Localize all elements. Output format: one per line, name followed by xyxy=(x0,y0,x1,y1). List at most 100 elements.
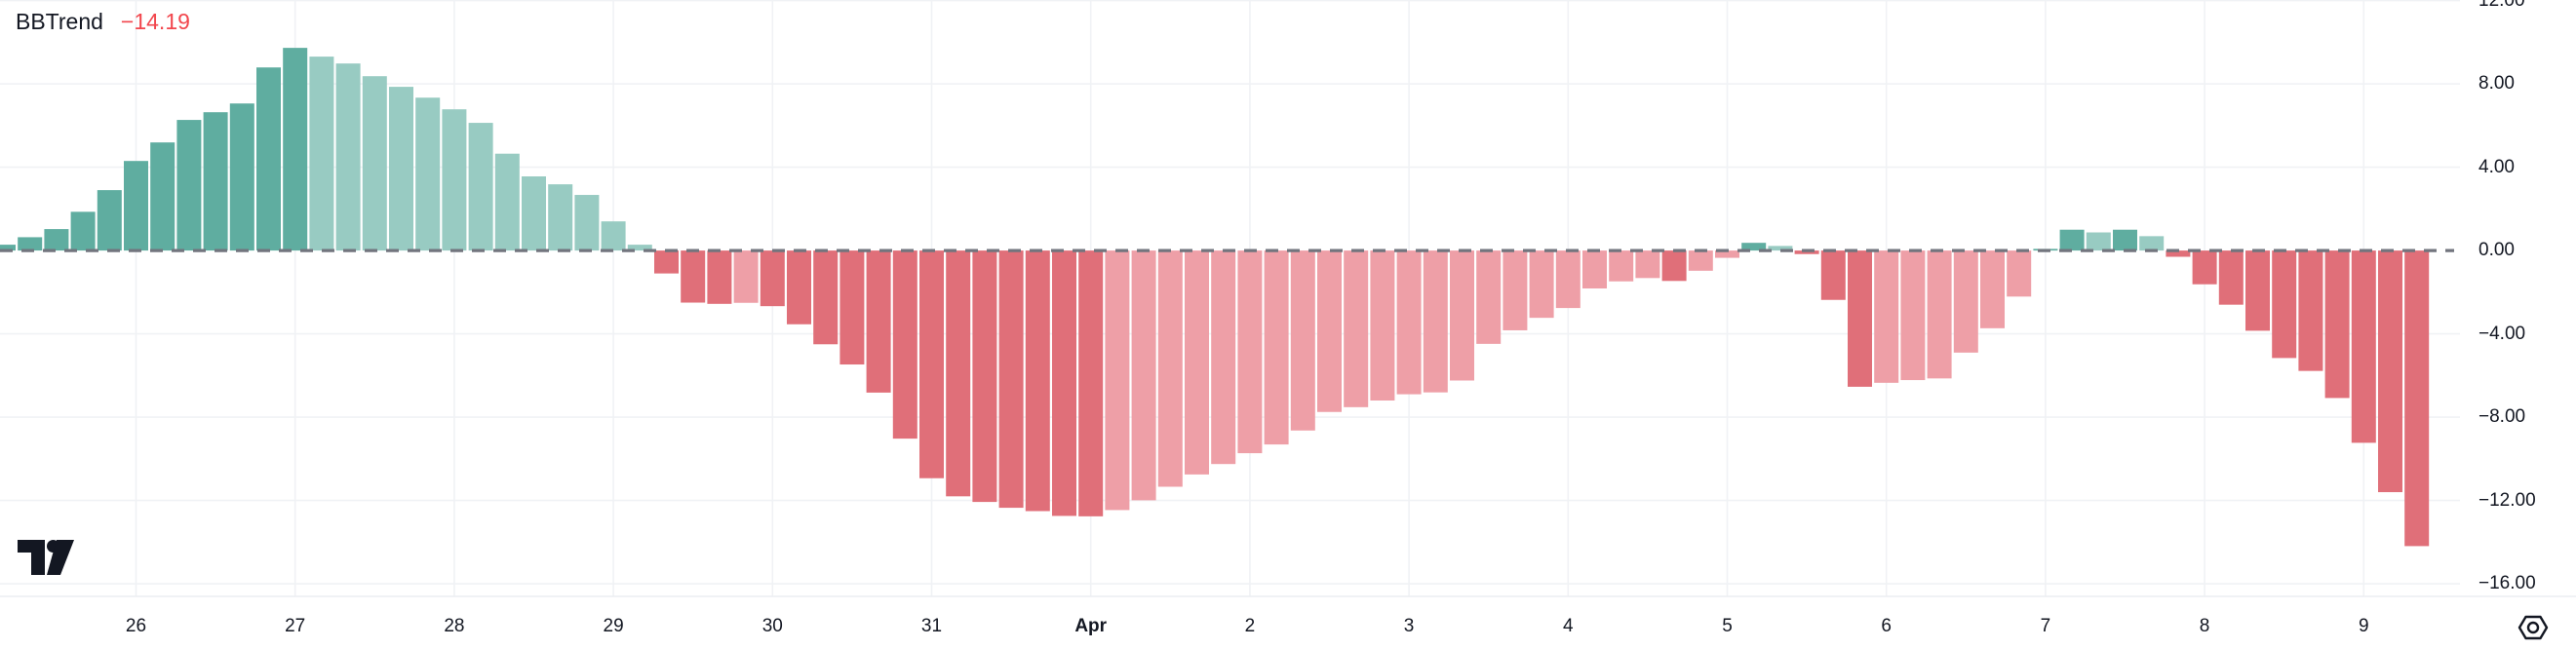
bar xyxy=(1131,250,1156,501)
bar xyxy=(548,184,573,251)
indicator-value: −14.19 xyxy=(120,9,190,34)
bar xyxy=(681,250,706,303)
x-axis-label: 27 xyxy=(285,616,306,636)
bar xyxy=(839,250,865,365)
bar xyxy=(946,250,971,497)
settings-icon[interactable] xyxy=(2517,612,2550,643)
bar xyxy=(1874,250,1899,383)
bar xyxy=(1741,243,1767,251)
bar xyxy=(760,250,785,307)
bar xyxy=(2245,250,2270,331)
bar xyxy=(972,250,997,503)
bar xyxy=(1715,250,1739,258)
bar xyxy=(494,153,520,251)
x-axis-label: 30 xyxy=(761,616,783,636)
bar xyxy=(813,250,839,345)
bar xyxy=(150,142,176,251)
bar xyxy=(919,250,944,478)
bar xyxy=(1370,250,1395,401)
x-axis-label: 5 xyxy=(1722,616,1733,636)
bar xyxy=(0,245,16,251)
bar xyxy=(2059,229,2085,251)
bar xyxy=(1185,250,1209,475)
x-axis-label: 29 xyxy=(603,616,624,636)
bar xyxy=(335,63,361,251)
bar xyxy=(866,250,891,393)
logo-bar xyxy=(18,540,45,575)
bar xyxy=(998,250,1024,509)
bar xyxy=(1264,250,1289,445)
bar xyxy=(574,195,600,251)
bar xyxy=(1953,250,1978,353)
bar xyxy=(1688,250,1713,271)
bar xyxy=(1661,250,1687,282)
bar xyxy=(389,87,413,251)
x-axis-label: 2 xyxy=(1244,616,1256,636)
bar xyxy=(176,120,202,251)
bar xyxy=(97,190,122,251)
tradingview-logo[interactable] xyxy=(18,540,74,575)
x-axis-label: 26 xyxy=(125,616,147,636)
bar xyxy=(2298,250,2323,371)
x-axis-label: 4 xyxy=(1563,616,1574,636)
x-axis-label: Apr xyxy=(1074,616,1108,636)
bar xyxy=(1157,250,1183,487)
x-axis-label: 8 xyxy=(2199,616,2210,636)
bar xyxy=(654,250,679,274)
logo-slash xyxy=(47,540,74,575)
bar xyxy=(2378,250,2402,493)
bar xyxy=(1052,250,1076,516)
bar xyxy=(2272,250,2297,359)
bar xyxy=(2192,250,2217,285)
bar xyxy=(1768,246,1793,251)
bar xyxy=(1635,250,1660,279)
bar xyxy=(1900,250,1926,381)
bar xyxy=(229,103,254,251)
x-axis-label: 28 xyxy=(444,616,465,636)
bar xyxy=(2166,250,2191,257)
x-axis-label: 9 xyxy=(2359,616,2369,636)
bar xyxy=(522,176,546,251)
bar xyxy=(124,161,148,251)
bar xyxy=(256,67,281,251)
y-axis-label: 12.00 xyxy=(2478,0,2525,11)
bar xyxy=(1078,250,1104,516)
bar xyxy=(1555,250,1581,309)
settings-circle xyxy=(2526,621,2540,634)
bar xyxy=(892,250,917,439)
bar xyxy=(1237,250,1263,454)
bar xyxy=(627,245,652,251)
y-axis-label: −8.00 xyxy=(2478,406,2526,428)
y-axis-label: 0.00 xyxy=(2478,240,2515,261)
bar xyxy=(2113,229,2137,251)
bar xyxy=(1529,250,1554,319)
bar xyxy=(1211,250,1236,465)
bar xyxy=(1848,250,1872,387)
x-axis-label: 31 xyxy=(920,616,943,636)
bar xyxy=(309,57,334,251)
x-axis-label: 3 xyxy=(1403,616,1415,636)
bar xyxy=(1396,250,1422,395)
bar xyxy=(2007,250,2032,297)
bar xyxy=(1609,250,1634,282)
bar xyxy=(2086,232,2111,251)
y-axis-label: 8.00 xyxy=(2478,73,2515,95)
bar xyxy=(601,221,626,251)
bar xyxy=(468,123,493,251)
bar xyxy=(203,112,228,251)
bar xyxy=(283,48,308,251)
bar xyxy=(1927,250,1952,379)
bar xyxy=(1476,250,1502,344)
x-axis-label: 7 xyxy=(2040,616,2051,636)
bar xyxy=(2324,250,2350,399)
bar xyxy=(44,229,69,251)
settings-hexagon xyxy=(2517,615,2549,640)
bar xyxy=(1290,250,1315,431)
bar xyxy=(707,250,732,304)
bar xyxy=(1980,250,2005,328)
y-axis-label: 4.00 xyxy=(2478,156,2515,177)
indicator-legend[interactable]: BBTrend −14.19 xyxy=(16,8,190,35)
bar xyxy=(1450,250,1474,381)
bar xyxy=(1344,250,1369,407)
